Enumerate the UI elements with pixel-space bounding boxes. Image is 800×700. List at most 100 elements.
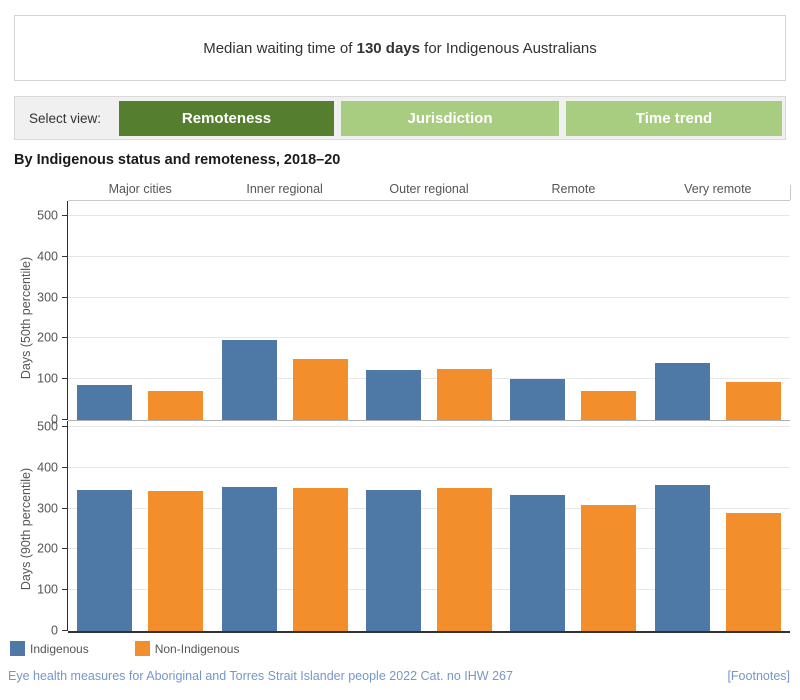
headline-value: 130 days xyxy=(356,39,420,57)
y-axis-tick-400 xyxy=(62,255,67,257)
y-axis-tick-500 xyxy=(62,426,67,427)
chart-legend: Indigenous Non-Indigenous xyxy=(10,641,239,656)
column-header-inner-regional: Inner regional xyxy=(246,182,323,196)
y-tick-label-300: 300 xyxy=(37,290,58,305)
indigenous-color-swatch xyxy=(10,641,25,656)
chart-panel-90th-percentile: 0 100 200 300 400 500 xyxy=(37,420,790,637)
gridline-300 xyxy=(68,296,790,298)
y-axis-tick-300 xyxy=(62,507,67,509)
x-axis-line xyxy=(68,631,790,633)
y-axis-line xyxy=(67,421,68,631)
headline-text: Median waiting time of 130 days for Indi… xyxy=(203,39,597,57)
view-selector-bar: Select view: Remoteness Jurisdiction Tim… xyxy=(14,96,786,140)
y-axis-tick-400 xyxy=(62,466,67,468)
y-tick-label-100: 100 xyxy=(37,371,58,386)
bar-non-indigenous-remote[interactable] xyxy=(581,391,637,420)
y-axis-label-90th: Days (90th percentile) xyxy=(19,467,33,591)
bar-non-indigenous-outer-regional[interactable] xyxy=(437,488,493,631)
y-axis-tick-0 xyxy=(62,419,67,420)
y-axis-label-50th: Days (50th percentile) xyxy=(19,256,33,380)
category-column-inner-regional xyxy=(212,201,356,420)
bar-indigenous-outer-regional[interactable] xyxy=(366,370,422,420)
column-header-remote: Remote xyxy=(551,182,596,196)
bar-non-indigenous-remote[interactable] xyxy=(581,505,637,631)
chart-title: By Indigenous status and remoteness, 201… xyxy=(14,152,341,168)
gridline-200 xyxy=(68,337,790,339)
view-selector-label: Select view: xyxy=(29,110,102,126)
source-link[interactable]: Eye health measures for Aboriginal and T… xyxy=(8,669,513,683)
gridline-500 xyxy=(68,426,790,427)
column-headers: Major cities Inner regional Outer regional… xyxy=(68,182,790,198)
legend-item-indigenous[interactable]: Indigenous xyxy=(10,641,89,656)
bar-indigenous-very-remote[interactable] xyxy=(654,363,710,420)
category-column-major-cities xyxy=(68,201,212,420)
category-column-inner-regional xyxy=(212,421,356,631)
view-button-time-trend[interactable]: Time trend xyxy=(566,101,782,136)
category-column-outer-regional xyxy=(357,421,501,631)
gridline-200 xyxy=(68,548,790,550)
y-axis-tick-0 xyxy=(62,630,67,631)
y-axis-tick-200 xyxy=(62,337,67,339)
bar-non-indigenous-very-remote[interactable] xyxy=(725,513,781,631)
column-header-very-remote: Very remote xyxy=(684,182,752,196)
y-tick-label-200: 200 xyxy=(37,330,58,345)
y-tick-label-300: 300 xyxy=(37,501,58,516)
category-column-very-remote xyxy=(646,201,790,420)
y-tick-label-400: 400 xyxy=(37,460,58,475)
gridline-300 xyxy=(68,507,790,509)
bar-non-indigenous-outer-regional[interactable] xyxy=(437,369,493,420)
y-tick-label-0: 0 xyxy=(51,623,58,638)
view-button-jurisdiction[interactable]: Jurisdiction xyxy=(341,101,559,136)
y-axis-line xyxy=(67,201,68,420)
gridline-100 xyxy=(68,378,790,380)
gridline-100 xyxy=(68,589,790,591)
gridline-400 xyxy=(68,255,790,257)
bar-indigenous-remote[interactable] xyxy=(510,378,566,420)
y-axis-tick-200 xyxy=(62,548,67,550)
legend-item-non-indigenous[interactable]: Non-Indigenous xyxy=(134,641,240,656)
y-tick-label-500: 500 xyxy=(37,208,58,223)
y-tick-label-0: 0 xyxy=(51,412,58,427)
bar-non-indigenous-major-cities[interactable] xyxy=(148,491,204,631)
column-header-major-cities: Major cities xyxy=(108,182,172,196)
legend-label: Non-Indigenous xyxy=(154,641,240,656)
category-column-remote xyxy=(501,201,645,420)
bar-non-indigenous-major-cities[interactable] xyxy=(148,391,204,420)
footer: Eye health measures for Aboriginal and T… xyxy=(8,669,790,683)
non-indigenous-color-swatch xyxy=(134,641,150,656)
y-axis-tick-100 xyxy=(62,589,67,591)
bar-indigenous-inner-regional[interactable] xyxy=(221,340,277,420)
bar-indigenous-major-cities[interactable] xyxy=(77,489,133,631)
category-column-outer-regional xyxy=(357,201,501,420)
column-header-outer-regional: Outer regional xyxy=(389,182,469,196)
panel-separator-line xyxy=(68,420,790,421)
bar-non-indigenous-inner-regional[interactable] xyxy=(292,487,348,631)
y-tick-label-500: 500 xyxy=(37,419,58,434)
bar-indigenous-outer-regional[interactable] xyxy=(366,490,422,631)
bar-indigenous-very-remote[interactable] xyxy=(654,484,710,631)
legend-label: Indigenous xyxy=(30,641,89,656)
gridline-500 xyxy=(68,215,790,216)
column-axis-end-tick xyxy=(790,185,791,200)
category-column-remote xyxy=(501,421,645,631)
bar-indigenous-inner-regional[interactable] xyxy=(221,486,277,631)
category-column-very-remote xyxy=(646,421,790,631)
y-tick-label-100: 100 xyxy=(37,582,58,597)
headline-card: Median waiting time of 130 days for Indi… xyxy=(14,15,786,81)
gridline-400 xyxy=(68,466,790,468)
y-tick-label-200: 200 xyxy=(37,541,58,556)
chart-panel-50th-percentile: 0 100 200 300 400 500 xyxy=(37,200,790,426)
footnotes-link[interactable]: [Footnotes] xyxy=(727,669,790,683)
bar-non-indigenous-inner-regional[interactable] xyxy=(292,358,348,420)
view-button-remoteness[interactable]: Remoteness xyxy=(119,101,334,136)
y-tick-label-400: 400 xyxy=(37,249,58,264)
category-column-major-cities xyxy=(68,421,212,631)
bar-indigenous-remote[interactable] xyxy=(510,494,566,631)
bar-columns xyxy=(68,421,790,631)
bar-non-indigenous-very-remote[interactable] xyxy=(725,381,781,420)
bar-indigenous-major-cities[interactable] xyxy=(77,385,133,420)
y-axis-tick-300 xyxy=(62,296,67,298)
y-axis-tick-100 xyxy=(62,378,67,380)
y-axis-tick-500 xyxy=(62,215,67,216)
